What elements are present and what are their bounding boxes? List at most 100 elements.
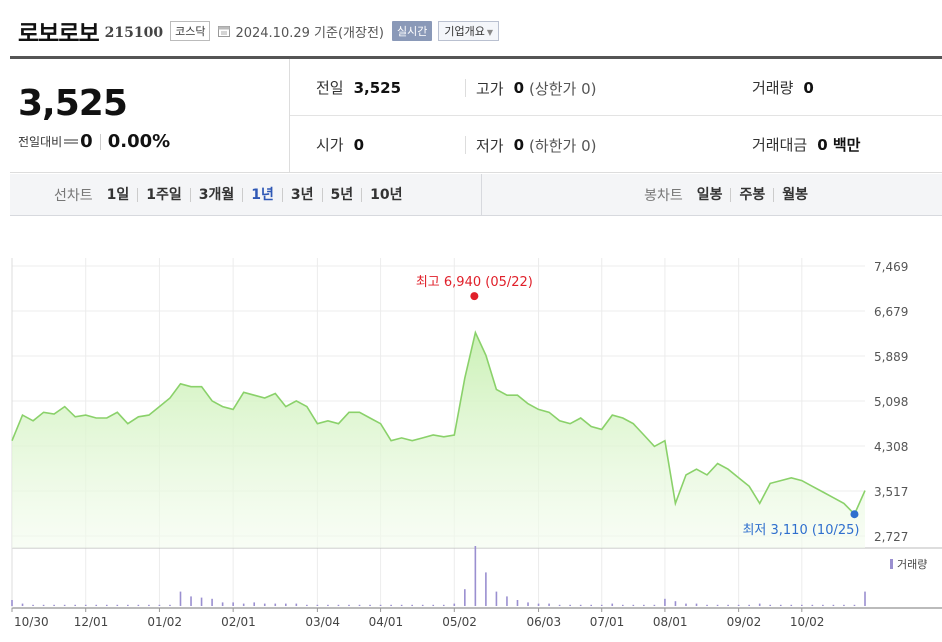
volume-bar — [790, 604, 793, 606]
stock-code: 215100 — [104, 25, 164, 41]
calendar-icon — [218, 26, 231, 37]
volume-bar — [695, 603, 698, 606]
volume-bar — [179, 591, 182, 606]
low-cell: 저가 0 (하한가 0) — [465, 136, 597, 155]
volume-bar — [411, 604, 413, 606]
company-overview-label: 기업개요 — [444, 25, 485, 38]
y-tick-label: 7,469 — [874, 260, 908, 274]
volume-bar — [327, 604, 329, 606]
price-area — [12, 332, 865, 548]
volume-bar — [664, 598, 666, 606]
tab-3m[interactable]: 3개월 — [189, 188, 243, 202]
x-tick-label: 06/03 — [527, 615, 562, 629]
volume-value: 0 — [803, 78, 814, 97]
volume-bar — [527, 602, 529, 606]
volume-bar — [211, 598, 213, 606]
volume-bar — [706, 604, 708, 606]
tab-weekly[interactable]: 주봉 — [730, 188, 773, 202]
volume-bar — [84, 604, 87, 606]
volume-bar — [63, 604, 66, 606]
volume-bar — [832, 604, 835, 606]
candle-chart-title: 봉차트 — [644, 188, 683, 204]
lower-limit: (하한가 0) — [529, 136, 597, 155]
volume-bar — [32, 604, 34, 606]
prev-close-label: 전일 — [316, 79, 344, 97]
volume-bar — [474, 546, 477, 606]
volume-bar — [558, 604, 561, 606]
volume-bar — [190, 596, 192, 606]
amount-value: 0 백만 — [817, 136, 861, 154]
tab-10y[interactable]: 10년 — [361, 188, 410, 202]
volume-bar — [358, 604, 361, 606]
prev-close-cell: 전일 3,525 — [316, 59, 401, 116]
candle-chart-tabs: 봉차트 일봉 주봉 월봉 — [483, 174, 942, 216]
min-marker — [850, 510, 859, 519]
volume-bar — [843, 604, 845, 606]
open-cell: 시가 0 — [316, 116, 364, 173]
tab-3y[interactable]: 3년 — [281, 188, 322, 202]
open-label: 시가 — [316, 136, 344, 154]
divider — [99, 133, 101, 150]
high-value: 0 — [513, 79, 525, 97]
x-tick-label: 03/04 — [305, 615, 340, 629]
tab-monthly[interactable]: 월봉 — [773, 188, 816, 202]
tab-5y[interactable]: 5년 — [321, 188, 362, 202]
high-label: 고가 — [476, 79, 504, 98]
volume-bar — [285, 603, 287, 606]
volume-bar — [548, 603, 550, 606]
tab-1y[interactable]: 1년 — [242, 188, 282, 202]
volume-bar — [853, 604, 856, 606]
x-tick-label: 10/30 — [14, 615, 49, 629]
volume-bar — [653, 604, 656, 606]
volume-bar — [432, 604, 435, 606]
change-row: 전일대비 0 0.00% — [18, 131, 170, 152]
x-tick-label: 09/02 — [727, 615, 762, 629]
realtime-button[interactable]: 실시간 — [391, 21, 433, 41]
volume-bar — [148, 604, 150, 606]
change-label: 전일대비 — [18, 135, 63, 149]
volume-bar — [769, 604, 772, 606]
volume-bar — [200, 597, 203, 606]
stock-name: 로보로보 — [18, 21, 100, 47]
volume-bar — [116, 604, 119, 606]
price-summary: 3,525 전일대비 0 0.00% 전일 3,525 고가 0 (상한가 0)… — [10, 56, 942, 173]
volume-bar — [485, 572, 487, 606]
info-row-1: 전일 3,525 고가 0 (상한가 0) 거래량 0 — [290, 59, 942, 116]
volume-bar — [727, 604, 729, 606]
volume-bar — [569, 604, 571, 606]
volume-bar — [801, 604, 803, 606]
chevron-down-icon: ▼ — [486, 28, 493, 37]
volume-bar — [779, 604, 782, 606]
open-value: 0 — [353, 135, 365, 154]
max-label: 최고 6,940 (05/22) — [416, 275, 533, 290]
stock-header: 로보로보 215100 코스닥 2024.10.29 기준(개장전) 실시간 기… — [18, 16, 499, 47]
tab-1d[interactable]: 1일 — [106, 187, 130, 203]
volume-bar — [685, 603, 687, 606]
x-tick-label: 07/01 — [590, 615, 625, 629]
prev-close-value: 3,525 — [353, 78, 402, 97]
y-tick-label: 4,308 — [874, 440, 908, 454]
amount-cell: 거래대금 0 백만 — [752, 116, 860, 173]
volume-bar — [42, 604, 45, 606]
volume-bar — [506, 596, 508, 606]
volume-bar — [306, 604, 308, 606]
volume-bar — [811, 604, 814, 606]
tab-1w[interactable]: 1주일 — [137, 188, 190, 202]
flat-icon — [64, 139, 79, 144]
volume-bar — [11, 600, 13, 606]
volume-bar — [400, 604, 403, 606]
volume-bar — [758, 603, 761, 606]
volume-bar — [295, 603, 298, 606]
volume-bar — [253, 602, 256, 606]
volume-bar — [53, 604, 55, 606]
volume-bar — [611, 603, 614, 606]
volume-bar — [127, 604, 129, 606]
volume-bar — [169, 604, 171, 606]
change-value: 0 — [80, 131, 93, 152]
volume-bar — [158, 604, 161, 606]
volume-bar — [748, 604, 750, 606]
volume-bar — [95, 604, 98, 606]
current-price-box: 3,525 전일대비 0 0.00% — [10, 59, 290, 173]
tab-daily[interactable]: 일봉 — [696, 187, 723, 203]
company-overview-button[interactable]: 기업개요 ▼ — [438, 21, 499, 41]
